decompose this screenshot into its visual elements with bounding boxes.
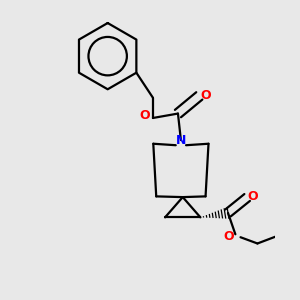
Text: N: N (176, 134, 186, 147)
Text: O: O (248, 190, 258, 203)
Text: O: O (201, 89, 211, 102)
Text: O: O (224, 230, 234, 243)
Text: O: O (140, 109, 150, 122)
